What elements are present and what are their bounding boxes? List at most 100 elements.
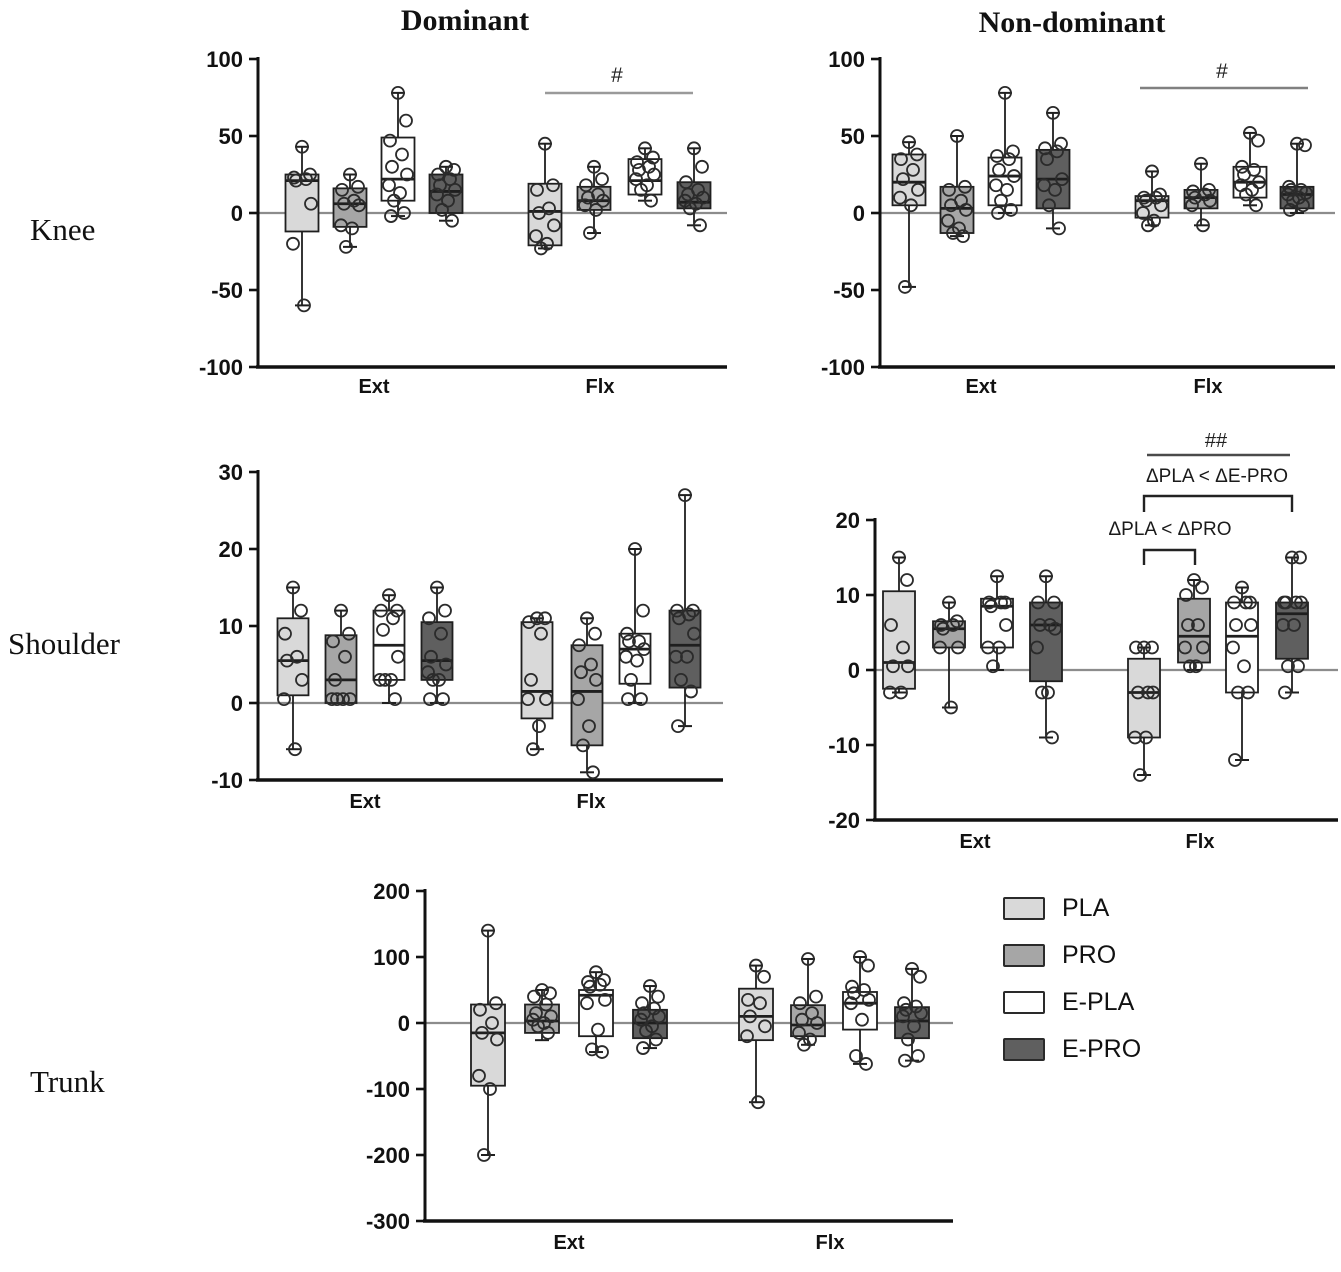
data-point <box>630 653 644 668</box>
box-ext-pla <box>284 139 320 313</box>
x-category-label-ext: Ext <box>553 1232 584 1254</box>
data-point <box>490 1032 504 1047</box>
data-point <box>384 209 398 223</box>
box-ext-pla <box>891 135 927 294</box>
data-point <box>584 657 598 672</box>
data-point <box>1189 659 1203 674</box>
legend-label-pro: PRO <box>1062 941 1117 969</box>
data-point <box>644 193 658 208</box>
data-point <box>624 673 638 687</box>
data-point <box>399 113 413 128</box>
data-point <box>422 611 436 626</box>
data-point <box>652 1009 666 1024</box>
data-point <box>1045 730 1059 745</box>
data-point <box>572 638 586 653</box>
y-tick-label: 100 <box>206 47 243 72</box>
data-point <box>944 700 958 715</box>
legend-label-e-pla: E-PLA <box>1062 988 1135 1016</box>
data-point <box>397 206 411 220</box>
data-point <box>687 626 701 641</box>
data-point <box>986 659 1000 674</box>
data-point <box>936 621 950 636</box>
box-ext-pro <box>332 167 368 254</box>
box-ext-pro <box>524 983 560 1042</box>
legend-swatch-pro <box>1003 944 1045 967</box>
data-point <box>1294 595 1308 610</box>
data-point <box>286 580 300 595</box>
data-point <box>1052 221 1066 236</box>
data-point <box>629 172 643 187</box>
data-point <box>905 961 919 976</box>
data-point <box>990 569 1004 584</box>
legend-swatch-pla <box>1003 897 1045 920</box>
x-category-label-ext: Ext <box>959 831 990 853</box>
data-point <box>473 1002 487 1017</box>
data-point <box>342 626 356 641</box>
data-point <box>893 190 907 205</box>
data-point <box>1187 573 1201 587</box>
data-point <box>1244 618 1258 632</box>
box-flx-pro <box>790 952 826 1052</box>
data-point <box>385 159 399 174</box>
y-tick-label: 50 <box>841 124 865 149</box>
data-point <box>1196 640 1210 655</box>
data-point <box>580 611 594 626</box>
data-point <box>792 1026 806 1040</box>
data-point <box>390 603 404 618</box>
data-point <box>539 692 553 707</box>
data-point <box>278 626 292 641</box>
row-label-knee: Knee <box>30 212 96 247</box>
box-ext-e-pla <box>980 569 1014 674</box>
data-point <box>634 182 648 197</box>
data-point <box>387 193 401 208</box>
data-point <box>423 692 437 707</box>
y-tick-label: -200 <box>366 1143 410 1168</box>
data-point <box>636 1041 650 1055</box>
panel-trunk: 200 100 0 -100 -200 -300 Ext Flx <box>366 879 953 1254</box>
data-point <box>386 611 400 626</box>
data-point <box>1154 198 1168 213</box>
data-point <box>538 611 552 626</box>
data-point <box>586 765 600 780</box>
box-flx-pro <box>1177 573 1211 674</box>
data-point <box>1183 659 1197 674</box>
data-point <box>950 129 964 143</box>
data-point <box>684 684 698 699</box>
data-point <box>1002 152 1016 167</box>
y-tick-label: -100 <box>821 355 865 380</box>
box-ext-e-pro <box>420 580 454 707</box>
data-point <box>1291 659 1305 674</box>
data-point <box>883 685 897 700</box>
data-point <box>984 599 998 614</box>
box-flx-pla <box>520 611 554 757</box>
comparison-bracket <box>1142 494 1294 512</box>
data-point <box>343 167 357 182</box>
data-point <box>635 996 649 1011</box>
data-point <box>632 162 646 177</box>
data-point <box>539 997 553 1012</box>
data-point <box>337 196 351 211</box>
box-flx-e-pla <box>1225 580 1259 767</box>
data-point <box>621 692 635 707</box>
data-point <box>1229 618 1243 632</box>
data-point <box>1141 685 1155 700</box>
data-point <box>443 172 457 187</box>
box-ext-pro <box>324 603 358 707</box>
data-point <box>436 692 450 707</box>
data-point <box>1203 193 1217 208</box>
data-point <box>1228 753 1242 767</box>
x-category-label-flx: Flx <box>1194 376 1223 398</box>
data-point <box>438 603 452 618</box>
data-point <box>958 179 972 194</box>
data-point <box>400 167 414 182</box>
data-point <box>1296 198 1310 213</box>
data-point <box>532 206 546 220</box>
data-point <box>672 611 686 626</box>
data-point <box>335 182 349 197</box>
data-point <box>382 178 396 193</box>
data-point <box>295 139 309 154</box>
data-point <box>855 1012 869 1027</box>
data-point <box>328 673 342 687</box>
iqr-box <box>578 989 614 1038</box>
